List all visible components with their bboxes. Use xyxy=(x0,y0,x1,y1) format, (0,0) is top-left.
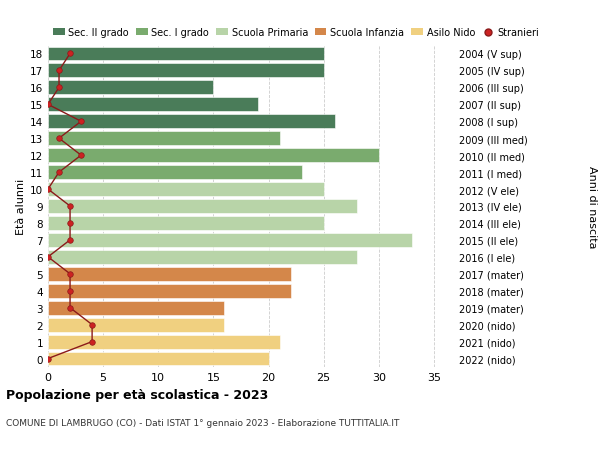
Bar xyxy=(48,234,412,247)
Point xyxy=(65,304,75,312)
Bar xyxy=(48,335,280,349)
Bar xyxy=(48,166,302,179)
Legend: Sec. II grado, Sec. I grado, Scuola Primaria, Scuola Infanzia, Asilo Nido, Stran: Sec. II grado, Sec. I grado, Scuola Prim… xyxy=(53,28,539,38)
Text: Popolazione per età scolastica - 2023: Popolazione per età scolastica - 2023 xyxy=(6,388,268,401)
Bar xyxy=(48,47,323,62)
Y-axis label: Età alunni: Età alunni xyxy=(16,179,26,235)
Bar xyxy=(48,115,335,129)
Point xyxy=(54,67,64,75)
Bar xyxy=(48,200,357,213)
Point xyxy=(65,50,75,58)
Bar xyxy=(48,318,224,332)
Bar xyxy=(48,352,269,366)
Point xyxy=(76,118,86,126)
Point xyxy=(43,355,53,363)
Bar xyxy=(48,183,323,196)
Text: Anni di nascita: Anni di nascita xyxy=(587,165,597,248)
Point xyxy=(88,321,97,329)
Point xyxy=(54,169,64,176)
Bar xyxy=(48,64,323,78)
Bar xyxy=(48,132,280,146)
Point xyxy=(65,203,75,210)
Point xyxy=(65,237,75,244)
Point xyxy=(65,270,75,278)
Point xyxy=(65,287,75,295)
Point xyxy=(43,101,53,109)
Bar xyxy=(48,149,379,163)
Point xyxy=(54,84,64,92)
Text: COMUNE DI LAMBRUGO (CO) - Dati ISTAT 1° gennaio 2023 - Elaborazione TUTTITALIA.I: COMUNE DI LAMBRUGO (CO) - Dati ISTAT 1° … xyxy=(6,418,400,427)
Point xyxy=(43,186,53,193)
Point xyxy=(54,135,64,143)
Point xyxy=(76,152,86,159)
Bar xyxy=(48,267,290,281)
Bar xyxy=(48,81,214,95)
Bar xyxy=(48,250,357,264)
Bar xyxy=(48,284,290,298)
Point xyxy=(43,254,53,261)
Point xyxy=(65,220,75,227)
Bar xyxy=(48,301,224,315)
Bar xyxy=(48,98,257,112)
Bar xyxy=(48,217,323,230)
Point xyxy=(88,338,97,346)
